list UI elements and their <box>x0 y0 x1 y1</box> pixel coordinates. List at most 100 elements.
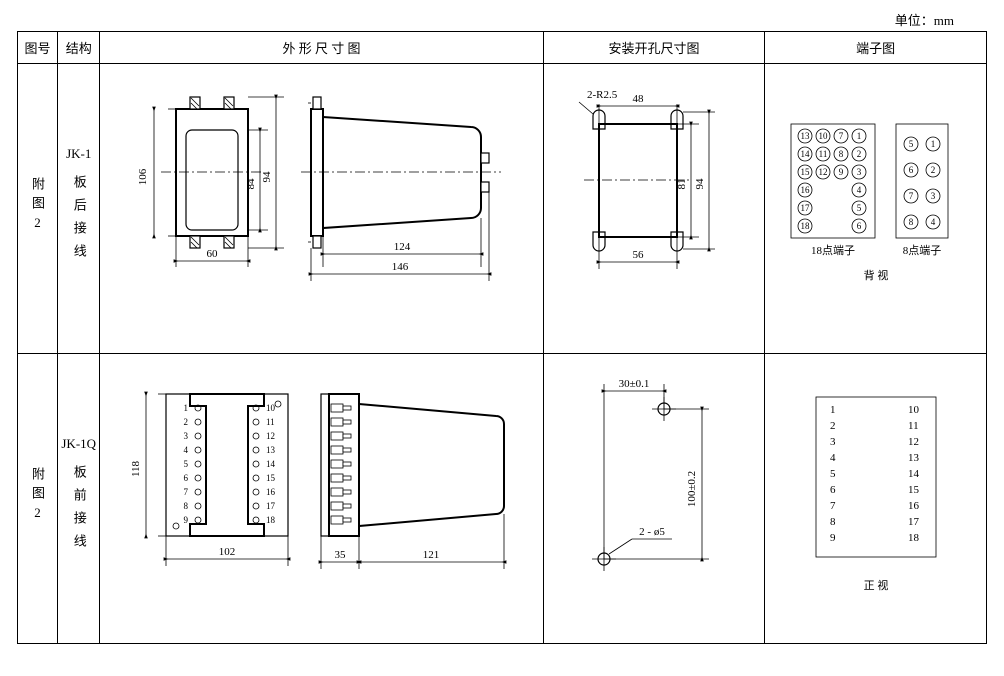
front-terminal-num: 2 <box>184 417 189 427</box>
front-terminal-num: 6 <box>184 473 189 483</box>
terminal-num: 1 <box>930 139 935 149</box>
dim-94: 94 <box>261 171 273 183</box>
term-list-num: 17 <box>908 516 920 528</box>
term-list-num: 16 <box>908 500 920 512</box>
figno-text: 附图2 <box>28 467 47 526</box>
front-terminal-num: 15 <box>266 473 276 483</box>
struct-cell: JK-1Q 板前接线 <box>58 354 100 644</box>
front-terminal-num: 11 <box>266 417 275 427</box>
terminal-num: 4 <box>856 185 861 195</box>
term-list-num: 7 <box>830 500 836 512</box>
term-list-num: 11 <box>908 420 919 432</box>
t18-label: 18点端子 <box>811 244 855 257</box>
term-list-num: 8 <box>830 516 836 528</box>
header-struct: 结构 <box>58 32 100 64</box>
header-mount: 安装开孔尺寸图 <box>543 32 765 64</box>
outline-drawing-jk1q: 123456789 101112131415161718 118 102 <box>116 369 526 629</box>
struct-cell: JK-1 板后接线 <box>58 64 100 354</box>
front-terminal-num: 17 <box>266 501 276 511</box>
terminal-num: 6 <box>908 165 913 175</box>
t8-label: 8点端子 <box>902 244 941 257</box>
dim-94b: 94 <box>694 178 706 190</box>
struct-model: JK-1 <box>60 141 97 167</box>
terminal-num: 8 <box>908 217 913 227</box>
dim-121: 121 <box>423 549 440 561</box>
terminal-num: 3 <box>856 167 861 177</box>
terminal-num: 7 <box>908 191 913 201</box>
terminal-num: 3 <box>930 191 935 201</box>
terminal-num: 13 <box>800 131 810 141</box>
term-list-num: 5 <box>830 468 836 480</box>
figno-cell: 附图2 <box>18 64 58 354</box>
terminal-num: 11 <box>818 149 827 159</box>
header-figno: 图号 <box>18 32 58 64</box>
dim-146: 146 <box>392 261 409 273</box>
front-terminal-num: 10 <box>266 403 276 413</box>
terminal-num: 15 <box>800 167 810 177</box>
terminal-num: 5 <box>856 203 861 213</box>
dim-81: 81 <box>676 178 688 189</box>
spec-table: 图号 结构 外 形 尺 寸 图 安装开孔尺寸图 端子图 附图2 JK-1 板后接… <box>17 31 987 644</box>
dim-100: 100±0.2 <box>686 470 698 506</box>
front-terminal-num: 3 <box>184 431 189 441</box>
terminal-num: 17 <box>800 203 810 213</box>
front-terminal-num: 13 <box>266 445 276 455</box>
front-terminal-num: 8 <box>184 501 189 511</box>
front-terminal-num: 5 <box>184 459 189 469</box>
front-terminal-num: 9 <box>184 515 189 525</box>
mount-drawing-jk1q: 30±0.1 100±0.2 2 - ø5 <box>554 369 754 629</box>
term-view: 背 视 <box>863 268 888 282</box>
term-drawing-jk1q: 123456789101112131415161718 正 视 <box>776 379 976 619</box>
dim-60: 60 <box>207 248 219 260</box>
term-list-num: 10 <box>908 404 920 416</box>
dim-35: 35 <box>335 549 347 561</box>
mount-drawing-jk1: 2-R2.5 48 81 94 <box>554 79 754 339</box>
front-terminal-num: 7 <box>184 487 189 497</box>
header-outline: 外 形 尺 寸 图 <box>100 32 543 64</box>
terminal-num: 5 <box>908 139 913 149</box>
table-row: 附图2 JK-1Q 板前接线 123456789 101112131 <box>18 354 987 644</box>
term-list-num: 9 <box>830 532 836 544</box>
terminal-num: 8 <box>838 149 843 159</box>
dim-102: 102 <box>219 546 236 558</box>
term-list-num: 6 <box>830 484 836 496</box>
terminal-num: 12 <box>818 167 827 177</box>
dim-r25: 2-R2.5 <box>587 89 618 101</box>
term-list-num: 13 <box>908 452 920 464</box>
front-terminal-num: 18 <box>266 515 276 525</box>
header-term: 端子图 <box>765 32 987 64</box>
front-terminal-num: 4 <box>184 445 189 455</box>
terminal-num: 2 <box>930 165 935 175</box>
struct-desc: 板后接线 <box>66 175 92 267</box>
terminal-num: 6 <box>856 221 861 231</box>
term-list-num: 12 <box>908 436 919 448</box>
front-terminal-num: 14 <box>266 459 276 469</box>
term-list-num: 3 <box>830 436 836 448</box>
term-view2: 正 视 <box>863 578 888 592</box>
struct-desc: 板前接线 <box>66 465 92 557</box>
terminal-num: 7 <box>838 131 843 141</box>
dim-84: 84 <box>245 178 257 190</box>
term-list-num: 15 <box>908 484 920 496</box>
mount-cell: 2-R2.5 48 81 94 <box>543 64 765 354</box>
terminal-num: 18 <box>800 221 810 231</box>
outline-cell: 123456789 101112131415161718 118 102 <box>100 354 543 644</box>
dim-118: 118 <box>130 460 142 477</box>
dim-106: 106 <box>137 168 149 185</box>
header-row: 图号 结构 外 形 尺 寸 图 安装开孔尺寸图 端子图 <box>18 32 987 64</box>
dim-phi5: 2 - ø5 <box>639 526 665 538</box>
outline-drawing-jk1: 106 60 84 94 <box>116 79 526 339</box>
front-terminal-num: 12 <box>266 431 275 441</box>
dim-48: 48 <box>632 93 644 105</box>
front-terminal-num: 1 <box>184 403 189 413</box>
terminal-num: 9 <box>838 167 843 177</box>
unit-label: 单位：mm <box>10 10 994 29</box>
figno-text: 附图2 <box>28 177 47 236</box>
term-drawing-jk1: 131071141182151293164175186 18点端子 516273… <box>776 99 976 319</box>
term-list-num: 1 <box>830 404 836 416</box>
terminal-num: 10 <box>818 131 828 141</box>
term-list-num: 14 <box>908 468 920 480</box>
terminal-num: 1 <box>856 131 861 141</box>
dim-124: 124 <box>394 241 411 253</box>
terminal-num: 2 <box>856 149 861 159</box>
